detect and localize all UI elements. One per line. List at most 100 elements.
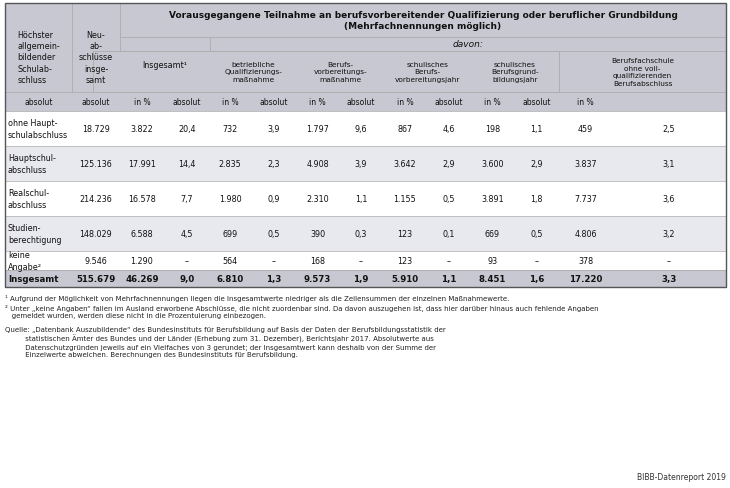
Text: Realschul-
abschluss: Realschul- abschluss bbox=[8, 189, 49, 209]
Text: in %: in % bbox=[134, 98, 150, 107]
Text: 4,6: 4,6 bbox=[442, 125, 455, 134]
Text: 3.600: 3.600 bbox=[481, 160, 504, 169]
Text: keine
Angabe²: keine Angabe² bbox=[8, 251, 42, 271]
Bar bbox=[93, 52, 210, 93]
Bar bbox=[210, 52, 297, 93]
Text: 1,1: 1,1 bbox=[530, 125, 542, 134]
Text: 3,9: 3,9 bbox=[267, 125, 280, 134]
Text: absolut: absolut bbox=[522, 98, 550, 107]
Text: in %: in % bbox=[484, 98, 501, 107]
Text: 17.220: 17.220 bbox=[569, 274, 602, 284]
Text: 2,5: 2,5 bbox=[663, 125, 675, 134]
Text: 2,3: 2,3 bbox=[267, 160, 280, 169]
Bar bbox=[72, 4, 120, 112]
Text: Berufsfachschule
ohne voll-
qualifizierenden
Berufsabschluss: Berufsfachschule ohne voll- qualifiziere… bbox=[611, 58, 674, 86]
Text: 4.806: 4.806 bbox=[575, 229, 596, 239]
Text: 0,5: 0,5 bbox=[267, 229, 280, 239]
Text: schulisches
Berufs-
vorbereitungsjahr: schulisches Berufs- vorbereitungsjahr bbox=[395, 62, 460, 83]
Text: 699: 699 bbox=[223, 229, 238, 239]
Text: 2,9: 2,9 bbox=[530, 160, 543, 169]
Text: 0,1: 0,1 bbox=[442, 229, 455, 239]
Text: 0,5: 0,5 bbox=[442, 195, 455, 203]
Text: in %: in % bbox=[577, 98, 593, 107]
Text: BIBB-Datenreport 2019: BIBB-Datenreport 2019 bbox=[637, 472, 726, 481]
Text: –: – bbox=[359, 257, 363, 265]
Bar bbox=[471, 52, 559, 93]
Bar bbox=[297, 52, 384, 93]
Text: absolut: absolut bbox=[24, 98, 53, 107]
Text: betriebliche
Qualifizierungs-
maßnahme: betriebliche Qualifizierungs- maßnahme bbox=[225, 62, 283, 83]
Text: 1,8: 1,8 bbox=[530, 195, 542, 203]
Text: 9,6: 9,6 bbox=[355, 125, 367, 134]
Text: 378: 378 bbox=[578, 257, 593, 265]
Text: 6.588: 6.588 bbox=[131, 229, 153, 239]
Text: –: – bbox=[534, 257, 539, 265]
Text: 732: 732 bbox=[223, 125, 238, 134]
Text: 2.310: 2.310 bbox=[306, 195, 328, 203]
Text: absolut: absolut bbox=[259, 98, 288, 107]
Bar bbox=[5, 4, 726, 287]
Bar bbox=[5, 4, 72, 112]
Text: 1,1: 1,1 bbox=[355, 195, 367, 203]
Text: –: – bbox=[447, 257, 450, 265]
Text: 198: 198 bbox=[485, 125, 500, 134]
Text: 3,1: 3,1 bbox=[663, 160, 675, 169]
Text: Studien-
berechtigung: Studien- berechtigung bbox=[8, 224, 61, 244]
Text: 515.679: 515.679 bbox=[77, 274, 115, 284]
Text: 3,9: 3,9 bbox=[355, 160, 367, 169]
Text: 3.822: 3.822 bbox=[131, 125, 153, 134]
Bar bbox=[93, 52, 297, 93]
Bar bbox=[5, 251, 726, 270]
Text: absolut: absolut bbox=[347, 98, 375, 107]
Text: ¹ Aufgrund der Möglichkeit von Mehrfachnennungen liegen die Insgesamtwerte niedr: ¹ Aufgrund der Möglichkeit von Mehrfachn… bbox=[5, 294, 510, 302]
Text: 9,0: 9,0 bbox=[180, 274, 195, 284]
Text: 0,5: 0,5 bbox=[530, 229, 542, 239]
Text: –: – bbox=[272, 257, 275, 265]
Text: Neu-
ab-
schlüsse
insge-
samt: Neu- ab- schlüsse insge- samt bbox=[79, 31, 113, 84]
Text: 4.908: 4.908 bbox=[306, 160, 328, 169]
Text: 46.269: 46.269 bbox=[126, 274, 158, 284]
Text: 1,9: 1,9 bbox=[353, 274, 369, 284]
Text: 3.837: 3.837 bbox=[575, 160, 597, 169]
Text: 18.729: 18.729 bbox=[82, 125, 110, 134]
Text: 1,1: 1,1 bbox=[441, 274, 456, 284]
Text: davon:: davon: bbox=[453, 41, 483, 49]
Bar bbox=[93, 52, 384, 93]
Text: 7.737: 7.737 bbox=[574, 195, 597, 203]
Bar bbox=[210, 38, 726, 52]
Text: 148.029: 148.029 bbox=[80, 229, 112, 239]
Text: 6.810: 6.810 bbox=[216, 274, 244, 284]
Text: 5.910: 5.910 bbox=[391, 274, 418, 284]
Bar bbox=[93, 52, 559, 93]
Text: 459: 459 bbox=[578, 125, 593, 134]
Text: Insgesamt: Insgesamt bbox=[8, 274, 58, 284]
Text: 1,6: 1,6 bbox=[529, 274, 544, 284]
Bar bbox=[120, 4, 726, 38]
Text: 0,3: 0,3 bbox=[355, 229, 367, 239]
Text: 123: 123 bbox=[397, 229, 412, 239]
Text: 9.573: 9.573 bbox=[304, 274, 331, 284]
Text: in %: in % bbox=[222, 98, 238, 107]
Bar bbox=[120, 38, 210, 93]
Text: 1.797: 1.797 bbox=[306, 125, 329, 134]
Bar bbox=[93, 52, 471, 93]
Text: Höchster
allgemein-
bildender
Schulab-
schluss: Höchster allgemein- bildender Schulab- s… bbox=[17, 31, 60, 84]
Text: schulisches
Berufsgrund-
bildungsjahr: schulisches Berufsgrund- bildungsjahr bbox=[491, 62, 539, 83]
Text: 1.290: 1.290 bbox=[131, 257, 153, 265]
Text: 4,5: 4,5 bbox=[181, 229, 193, 239]
Text: 3,2: 3,2 bbox=[663, 229, 675, 239]
Text: 669: 669 bbox=[485, 229, 500, 239]
Text: 214.236: 214.236 bbox=[80, 195, 112, 203]
Text: 867: 867 bbox=[397, 125, 412, 134]
Text: 20,4: 20,4 bbox=[178, 125, 196, 134]
Text: Insgesamt¹: Insgesamt¹ bbox=[142, 61, 188, 70]
Text: 3,3: 3,3 bbox=[661, 274, 677, 284]
Text: –: – bbox=[185, 257, 189, 265]
Text: 9.546: 9.546 bbox=[85, 257, 107, 265]
Text: 3.642: 3.642 bbox=[393, 160, 416, 169]
Text: ² Unter „keine Angaben“ fallen im Ausland erworbene Abschlüsse, die nicht zuorde: ² Unter „keine Angaben“ fallen im Auslan… bbox=[5, 305, 599, 319]
Text: absolut: absolut bbox=[434, 98, 463, 107]
Bar bbox=[384, 52, 471, 93]
Text: 1.980: 1.980 bbox=[219, 195, 242, 203]
Text: 1,3: 1,3 bbox=[266, 274, 281, 284]
